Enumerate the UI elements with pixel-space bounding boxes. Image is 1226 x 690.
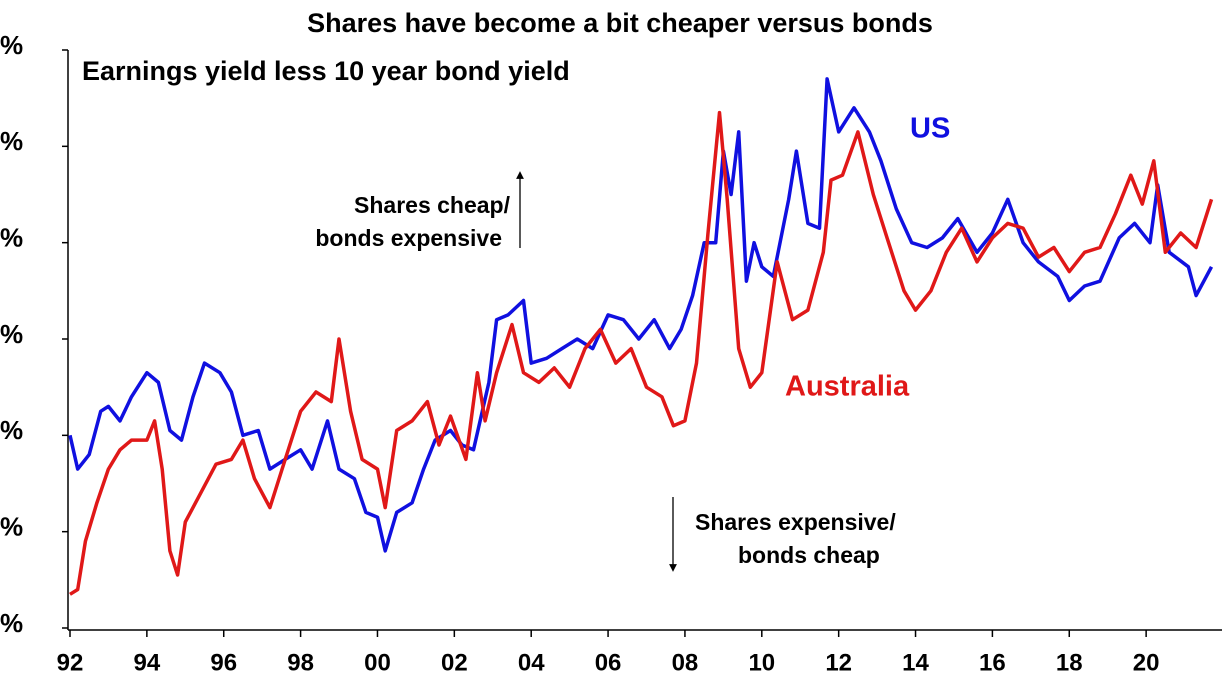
- x-tick-label: 96: [210, 649, 237, 676]
- annotation: bonds cheap: [738, 542, 880, 568]
- y-tick-label: %: [0, 319, 23, 349]
- legend-label: Australia: [785, 371, 910, 403]
- series-line: [68, 77, 1214, 553]
- y-tick-label: %: [0, 30, 23, 60]
- annotation: bonds expensive: [315, 225, 502, 251]
- x-tick-label: 94: [134, 649, 161, 676]
- y-tick-label: %: [0, 415, 23, 445]
- x-tick-label: 20: [1133, 649, 1160, 676]
- x-tick-label: 12: [825, 649, 852, 676]
- x-tick-label: 08: [672, 649, 699, 676]
- chart-subtitle: Earnings yield less 10 year bond yield: [82, 56, 570, 86]
- x-tick-label: 06: [595, 649, 622, 676]
- annotation: Shares cheap/: [354, 192, 511, 218]
- series-line: [69, 110, 1214, 596]
- chart-title: Shares have become a bit cheaper versus …: [307, 8, 933, 38]
- x-tick-label: 02: [441, 649, 468, 676]
- annotation: Shares expensive/: [695, 509, 896, 535]
- y-tick-label: %: [0, 512, 23, 542]
- y-tick-label: %: [0, 223, 23, 253]
- y-tick-label: %: [0, 126, 23, 156]
- x-tick-label: 16: [979, 649, 1006, 676]
- y-tick-label: %: [0, 608, 23, 638]
- x-tick-label: 10: [748, 649, 775, 676]
- x-tick-label: 92: [57, 649, 84, 676]
- legend-label: US: [910, 113, 950, 145]
- x-tick-label: 14: [902, 649, 929, 676]
- x-tick-label: 98: [287, 649, 314, 676]
- x-tick-label: 04: [518, 649, 545, 676]
- x-tick-label: 18: [1056, 649, 1083, 676]
- x-tick-label: 00: [364, 649, 391, 676]
